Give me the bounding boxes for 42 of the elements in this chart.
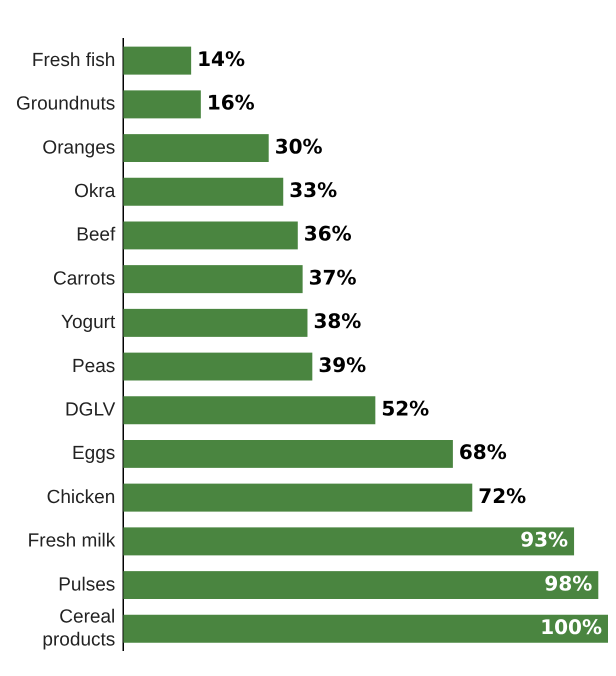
bar — [123, 571, 598, 600]
bar — [123, 134, 269, 162]
y-tick-label: Eggs — [72, 443, 116, 464]
y-tick-label: Beef — [76, 224, 116, 246]
y-tick-label: Pulses — [58, 574, 116, 596]
bar — [123, 308, 308, 337]
data-label: 98% — [544, 571, 592, 596]
bar — [123, 178, 284, 206]
bar — [123, 46, 192, 75]
data-label: 36% — [304, 222, 352, 246]
data-label: 39% — [318, 352, 366, 377]
y-tick-label: Chicken — [46, 486, 116, 508]
data-label: 68% — [458, 440, 507, 464]
y-tick-label: DGLV — [64, 399, 116, 420]
y-tick-label: Okra — [74, 180, 116, 202]
data-label: 72% — [478, 484, 526, 508]
data-label: 52% — [381, 396, 430, 420]
y-tick-label: Oranges — [42, 137, 116, 158]
data-label: 37% — [308, 265, 357, 290]
y-tick-label: Fresh milk — [28, 530, 116, 552]
data-label: 30% — [274, 134, 323, 158]
data-label: 16% — [206, 90, 255, 115]
bar — [123, 90, 201, 118]
data-label: 100% — [540, 614, 602, 639]
bar — [123, 221, 298, 250]
bar — [123, 440, 453, 468]
y-tick-label: Groundnuts — [16, 94, 116, 115]
y-tick-label: Peas — [72, 356, 116, 377]
bar — [123, 484, 472, 512]
bar — [123, 265, 303, 294]
y-tick-label: Carrots — [52, 268, 116, 290]
data-label: 33% — [289, 178, 338, 202]
bar — [123, 527, 574, 556]
bar — [123, 614, 608, 643]
data-label: 93% — [520, 528, 568, 552]
y-tick-label: Fresh fish — [32, 50, 116, 71]
data-label: 38% — [313, 309, 362, 334]
y-tick-label: Cereal products — [42, 606, 116, 650]
bar — [123, 396, 376, 424]
bar — [123, 352, 312, 381]
y-tick-label: Yogurt — [61, 312, 116, 334]
data-label: 14% — [197, 46, 246, 71]
